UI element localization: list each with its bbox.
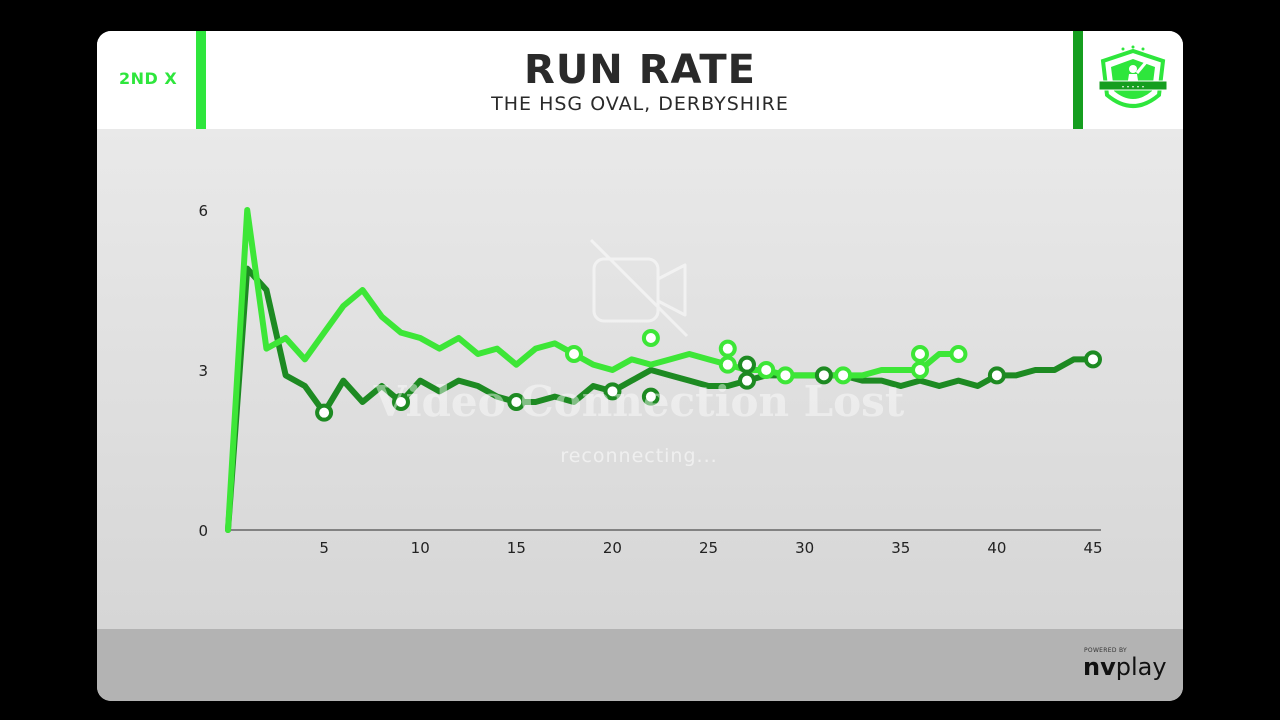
run-rate-chart: 5 10 15 20 25 30 35 40 45 0 3 6 Video Connection Lo… <box>198 202 1102 557</box>
brand-play: play <box>1115 653 1167 681</box>
powered-by-label: POWERED BY <box>1084 647 1128 654</box>
chart-axes: 5 10 15 20 25 30 35 40 45 0 3 6 <box>198 202 1102 557</box>
team-label: 2ND X <box>119 69 178 88</box>
y-tick-label: 0 <box>198 522 208 540</box>
header: 2ND X RUN RATE THE HSG OVAL, DERBYSHIRE … <box>97 31 1183 129</box>
x-tick-label: 25 <box>699 539 718 557</box>
wicket-marker <box>757 361 776 379</box>
wicket-marker <box>392 393 410 411</box>
wicket-marker <box>315 403 334 422</box>
wicket-marker <box>834 366 853 385</box>
svg-text:• • • • •: • • • • • <box>1121 85 1144 91</box>
chart-area: 5 10 15 20 25 30 35 40 45 0 3 6 Video Connection Lo… <box>97 129 1183 629</box>
wicket-marker <box>911 345 929 363</box>
x-tick-label: 20 <box>603 539 622 557</box>
nvplay-logo: nvplay <box>1083 653 1167 681</box>
wicket-marker <box>987 366 1006 385</box>
x-tick-label: 5 <box>319 539 329 557</box>
wicket-marker <box>776 366 795 385</box>
brand-nv: nv <box>1083 653 1116 681</box>
wicket-marker <box>718 355 737 374</box>
x-tick-label: 10 <box>411 539 430 557</box>
wicket-marker <box>507 393 526 411</box>
run-rate-line-2 <box>225 265 1096 533</box>
wicket-marker <box>949 345 968 363</box>
wicket-marker <box>814 366 833 385</box>
x-tick-label: 15 <box>507 539 526 557</box>
wicket-marker <box>738 355 756 374</box>
wicket-marker <box>1084 350 1102 369</box>
x-tick-label: 45 <box>1083 539 1102 557</box>
footer: POWERED BY nvplay <box>97 629 1183 701</box>
connection-lost-title: Video Connection Lost <box>373 377 905 426</box>
reconnecting-message: reconnecting... <box>560 445 717 467</box>
wicket-marker <box>738 371 756 390</box>
x-tick-label: 40 <box>987 539 1006 557</box>
wicket-marker <box>718 339 737 358</box>
y-tick-label: 3 <box>198 362 208 380</box>
club-crest-logo: • • • • • <box>1098 45 1168 108</box>
y-tick-label: 6 <box>198 202 208 220</box>
series-layer <box>225 207 1102 533</box>
left-accent-bar <box>196 31 206 129</box>
camera-off-icon <box>589 238 689 338</box>
page-title: RUN RATE <box>524 47 756 93</box>
right-accent-bar <box>1073 31 1083 129</box>
run-rate-card: 2ND X RUN RATE THE HSG OVAL, DERBYSHIRE … <box>97 31 1183 701</box>
wicket-marker <box>641 329 660 347</box>
wicket-marker <box>911 361 929 379</box>
x-tick-label: 35 <box>891 539 910 557</box>
wicket-marker <box>565 345 583 363</box>
x-tick-label: 30 <box>795 539 814 557</box>
venue-subtitle: THE HSG OVAL, DERBYSHIRE <box>491 93 789 115</box>
wicket-marker <box>641 387 660 406</box>
wicket-marker <box>603 382 622 401</box>
